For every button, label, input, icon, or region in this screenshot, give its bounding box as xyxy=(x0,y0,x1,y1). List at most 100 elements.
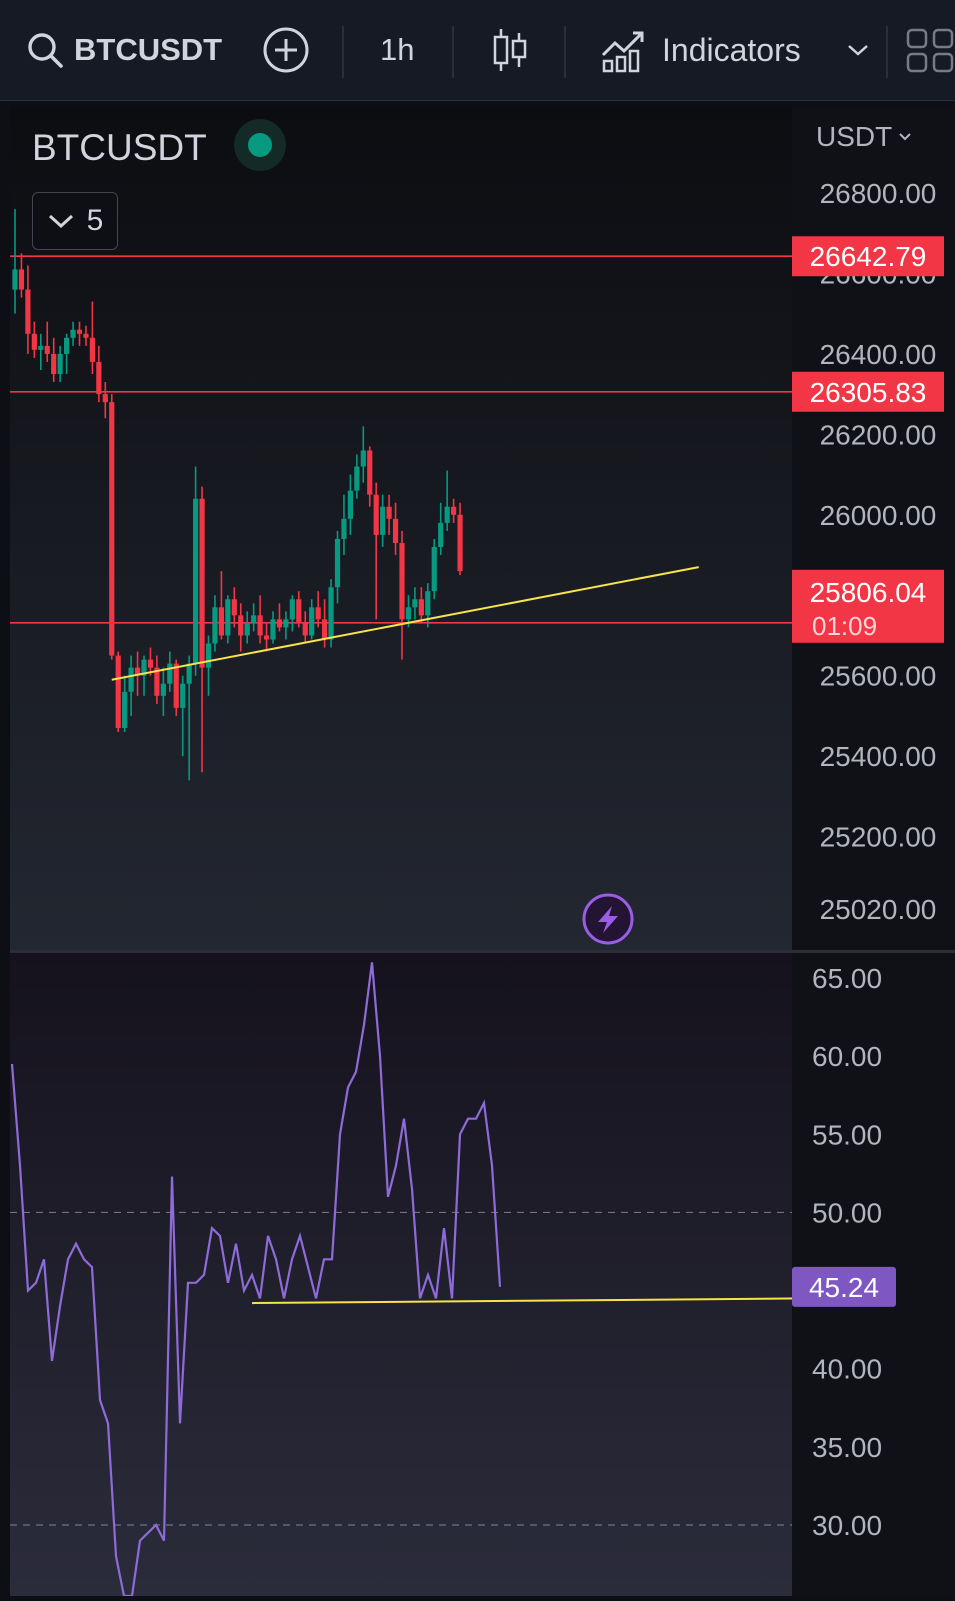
price-axis-label: 25400.00 xyxy=(820,741,937,772)
timeframe-button[interactable]: 1h xyxy=(380,0,414,100)
currency-selector[interactable]: USDT xyxy=(816,121,912,153)
market-open-dot xyxy=(248,133,272,157)
indicators-chart-icon xyxy=(601,31,644,73)
candle xyxy=(360,426,366,483)
rsi-axis-label: 55.00 xyxy=(812,1119,882,1150)
candle xyxy=(399,530,405,660)
chart-area[interactable]: 26800.0026600.0026400.0026200.0026000.00… xyxy=(10,107,955,1598)
candle xyxy=(309,599,315,640)
candle xyxy=(193,466,199,676)
svg-text:26642.79: 26642.79 xyxy=(810,241,927,272)
candle xyxy=(444,470,450,531)
candle xyxy=(451,498,457,523)
price-axis-label: 25200.00 xyxy=(820,822,937,853)
candle xyxy=(18,253,25,298)
lightning-icon xyxy=(598,906,618,933)
candle xyxy=(89,301,95,375)
candle xyxy=(392,502,399,556)
candle xyxy=(354,454,360,499)
candle xyxy=(244,611,250,644)
candle xyxy=(386,494,392,535)
candle xyxy=(251,603,257,632)
candle xyxy=(296,591,302,628)
plus-circle-icon xyxy=(263,27,309,73)
price-axis-label: 26800.00 xyxy=(820,178,937,209)
svg-text:45.24: 45.24 xyxy=(809,1272,879,1303)
candle xyxy=(283,611,289,640)
price-axis-label: 26400.00 xyxy=(820,339,937,370)
candle xyxy=(180,675,186,757)
candle xyxy=(83,325,89,346)
candle xyxy=(44,321,50,362)
candle xyxy=(199,486,205,773)
legend-collapse-button[interactable]: 5 xyxy=(32,192,118,250)
indicators-button[interactable]: Indicators xyxy=(600,0,801,100)
top-toolbar: BTCUSDT 1h Indicators xyxy=(0,0,955,101)
pane-divider[interactable] xyxy=(10,950,955,953)
timeframe-label: 1h xyxy=(380,32,415,67)
price-axis-label: 25600.00 xyxy=(820,661,937,692)
candle xyxy=(167,651,173,692)
rsi-axis-label: 35.00 xyxy=(812,1432,882,1463)
candle xyxy=(276,603,283,632)
candle xyxy=(418,587,424,624)
candle xyxy=(302,611,308,644)
chevron-down-icon xyxy=(899,133,911,141)
candle xyxy=(263,623,270,652)
candle xyxy=(238,603,244,652)
indicator-count: 5 xyxy=(86,204,104,237)
price-axis-label: 25020.00 xyxy=(820,894,937,925)
search-icon xyxy=(28,33,63,68)
candle xyxy=(289,595,295,632)
candle xyxy=(173,659,179,716)
candle xyxy=(38,333,44,370)
rsi-trendline[interactable] xyxy=(251,1297,805,1305)
bar-countdown: 01:09 xyxy=(812,611,877,641)
trendline[interactable] xyxy=(111,566,699,681)
price-axis-label: 26200.00 xyxy=(820,419,937,450)
candle xyxy=(147,647,154,676)
rsi-axis-label: 30.00 xyxy=(812,1510,882,1541)
chevron-down-icon xyxy=(848,45,868,56)
legend-symbol[interactable]: BTCUSDT xyxy=(32,127,207,168)
grid-layout-icon xyxy=(906,28,954,73)
candle xyxy=(12,209,18,314)
chevron-down-icon xyxy=(48,214,73,229)
candle xyxy=(128,655,134,716)
rsi-axis-label: 60.00 xyxy=(812,1041,882,1072)
rsi-line xyxy=(10,962,502,1598)
candle xyxy=(412,587,418,620)
candle xyxy=(115,651,121,733)
candle xyxy=(109,394,115,660)
candlestick-icon xyxy=(493,29,527,71)
price-line-badge: 26305.83 xyxy=(792,371,944,412)
replay-lightning-button[interactable] xyxy=(582,893,634,945)
candle xyxy=(76,321,83,346)
candle xyxy=(102,382,108,419)
svg-text:25806.04: 25806.04 xyxy=(810,577,927,608)
candle xyxy=(270,611,276,644)
candle xyxy=(257,595,263,644)
chart-canvas[interactable]: 26800.0026600.0026400.0026200.0026000.00… xyxy=(10,107,955,1598)
candle xyxy=(70,321,76,346)
rsi-axis-label: 50.00 xyxy=(812,1197,882,1228)
rsi-axis-label: 65.00 xyxy=(812,963,882,994)
more-dropdown-button[interactable] xyxy=(846,0,870,100)
candle xyxy=(218,571,224,640)
candle xyxy=(51,337,57,383)
candle xyxy=(341,494,347,556)
compare-symbol-button[interactable] xyxy=(262,0,310,100)
candle xyxy=(122,675,128,733)
rsi-axis-label: 40.00 xyxy=(812,1354,882,1385)
candle xyxy=(367,446,373,507)
svg-text:26305.83: 26305.83 xyxy=(810,377,927,408)
candle xyxy=(457,502,463,576)
candle xyxy=(334,530,341,604)
layout-button[interactable] xyxy=(906,0,955,100)
toolbar-separator xyxy=(452,26,454,78)
market-status-indicator[interactable] xyxy=(234,119,286,171)
chart-type-button[interactable] xyxy=(492,0,528,100)
candle xyxy=(25,265,31,354)
symbol-search[interactable]: BTCUSDT xyxy=(26,0,222,100)
